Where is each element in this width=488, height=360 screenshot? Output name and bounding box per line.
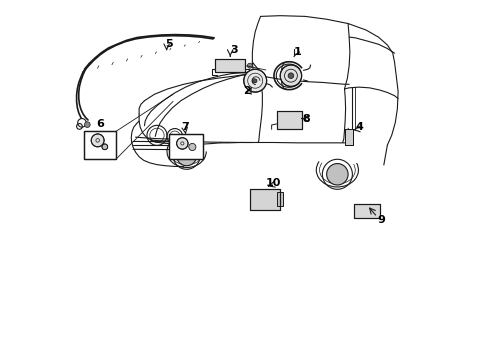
Circle shape xyxy=(84,122,90,127)
Text: 10: 10 xyxy=(265,178,280,188)
Text: 1: 1 xyxy=(293,47,301,57)
Text: 6: 6 xyxy=(96,119,104,129)
Bar xyxy=(168,134,203,158)
Circle shape xyxy=(91,134,104,147)
Bar xyxy=(84,131,116,159)
Text: 2: 2 xyxy=(243,86,251,96)
Circle shape xyxy=(188,143,196,150)
Bar xyxy=(250,189,279,210)
Circle shape xyxy=(287,73,293,78)
Circle shape xyxy=(176,138,188,149)
Text: 4: 4 xyxy=(355,122,363,132)
Circle shape xyxy=(326,163,347,185)
Bar xyxy=(345,129,352,145)
Bar xyxy=(276,111,301,129)
Text: 5: 5 xyxy=(164,39,172,49)
Bar xyxy=(250,189,279,210)
Circle shape xyxy=(244,69,266,92)
Bar xyxy=(345,129,352,145)
Bar xyxy=(353,204,379,218)
Circle shape xyxy=(176,146,196,166)
Text: 9: 9 xyxy=(376,215,384,225)
Bar xyxy=(276,111,301,129)
Circle shape xyxy=(253,79,257,82)
Circle shape xyxy=(280,65,301,86)
Bar xyxy=(276,192,283,206)
Bar xyxy=(84,131,116,159)
Text: 7: 7 xyxy=(181,122,188,132)
Text: 3: 3 xyxy=(230,45,238,55)
Circle shape xyxy=(78,118,86,127)
Bar xyxy=(215,59,244,72)
Text: 8: 8 xyxy=(302,113,309,123)
Circle shape xyxy=(102,144,107,150)
Circle shape xyxy=(247,63,252,68)
Bar xyxy=(353,204,379,218)
Bar xyxy=(168,134,203,158)
Bar xyxy=(215,59,244,72)
